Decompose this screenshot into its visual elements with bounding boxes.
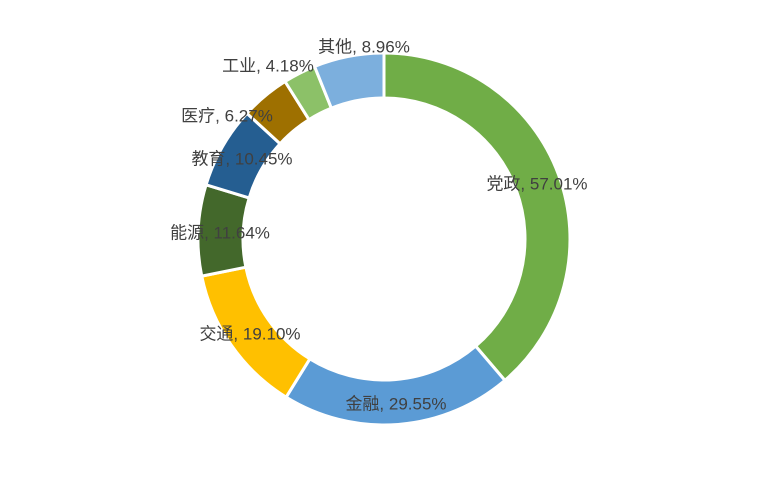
slice-label: 能源, 11.64% — [170, 224, 270, 243]
slice-label: 党政, 57.01% — [486, 175, 587, 194]
donut-slice — [313, 51, 386, 110]
slice-label: 其他, 8.96% — [318, 38, 410, 57]
slice-labels: 党政, 57.01% 金融, 29.55% 交通, 19.10% 能源, 11.64%… — [170, 38, 587, 414]
slice-label: 工业, 4.18% — [222, 57, 314, 76]
slice-label: 交通, 19.10% — [199, 325, 300, 344]
donut-slices — [196, 51, 572, 427]
slice-label: 医疗, 6.27% — [181, 107, 273, 126]
slice-label: 教育, 10.45% — [191, 150, 292, 169]
slice-label: 金融, 29.55% — [345, 395, 446, 414]
donut-slice — [382, 51, 572, 382]
